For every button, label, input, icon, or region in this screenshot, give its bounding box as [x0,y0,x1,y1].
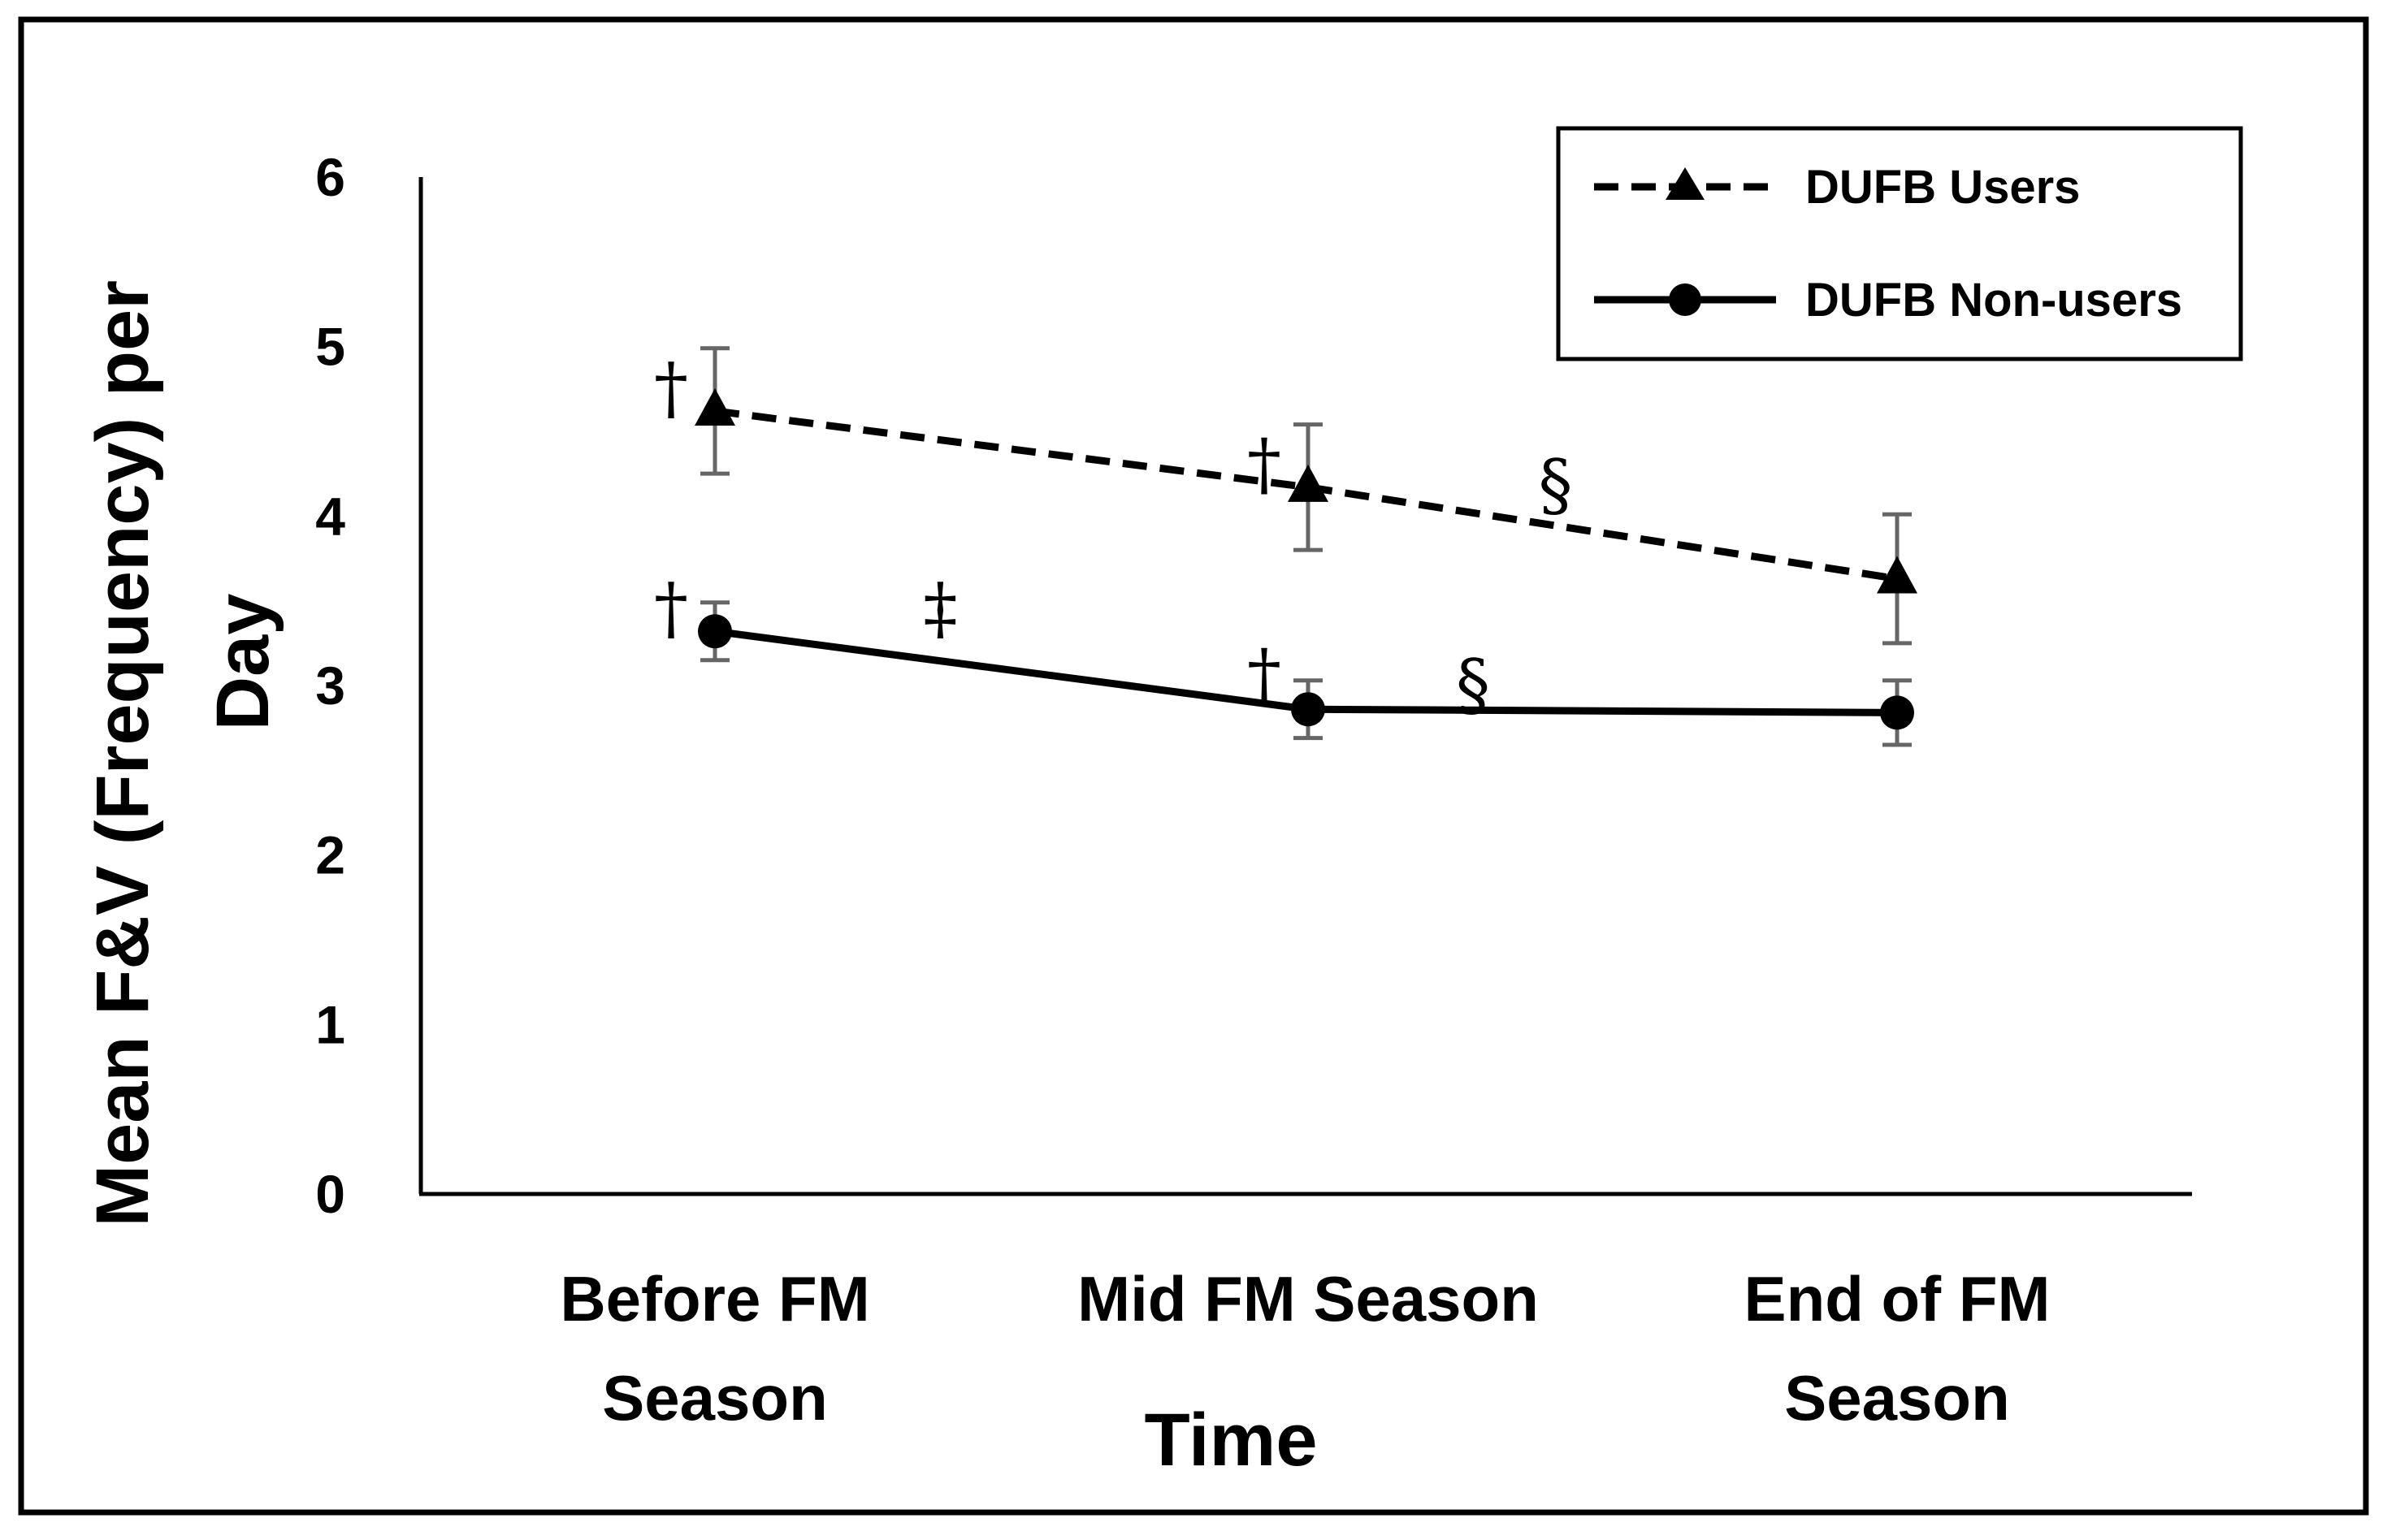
legend-users-marker [1666,167,1705,200]
legend-users-label: DUFB Users [1805,161,2080,214]
plot-area [695,346,1917,747]
legend-box [1556,126,2243,361]
x-axis-title: Time [1144,1399,1317,1482]
x-category-label: Before FM [560,1263,869,1335]
x-category-label: Season [1784,1362,2009,1434]
significance-mark: † [654,348,688,428]
significance-mark: † [654,569,688,648]
y-tick-labels: 0 1 2 3 4 5 6 [315,147,345,1224]
y-axis-title-line-1: Mean F&V (Frequency) per [81,280,164,1227]
legend: DUFB Users DUFB Non-users [1556,126,2243,361]
y-axis: 0 1 2 3 4 5 6 [315,147,423,1224]
legend-nonusers-label: DUFB Non-users [1805,274,2182,327]
y-tick-label: 3 [315,655,345,716]
y-tick-label: 1 [315,994,345,1054]
y-axis-title-line-2: Day [201,594,284,731]
x-axis: Before FM Season Mid FM Season End of FM Sea… [419,1192,2192,1434]
significance-mark: ‡ [923,569,957,648]
y-tick-label: 4 [315,486,345,546]
significance-mark: † [1247,634,1281,714]
data-point-triangle [1877,556,1917,594]
x-category-label: End of FM [1744,1263,2051,1335]
data-point-circle [1880,695,1914,730]
significance-mark: § [1539,445,1573,525]
data-point-triangle [695,387,735,426]
data-point-triangle [1288,464,1328,502]
series-dufb-non-users [698,600,1914,747]
x-category-label: Season [602,1362,827,1434]
y-tick-label: 6 [315,147,345,207]
significance-mark: † [1247,425,1281,504]
y-tick-label: 2 [315,825,345,885]
outer-frame [18,16,2369,1516]
x-category-labels: Before FM Season Mid FM Season End of FM Sea… [560,1263,2050,1434]
x-category-label: Mid FM Season [1077,1263,1539,1335]
y-tick-label: 0 [315,1164,345,1224]
series-dufb-users [695,346,1917,646]
y-axis-title: Mean F&V (Frequency) per Day [81,259,284,1226]
data-point-circle [698,614,732,649]
legend-nonusers-marker [1669,283,1701,316]
significance-mark: § [1456,645,1490,725]
y-tick-label: 5 [315,317,345,377]
significance-annotations: † † § † ‡ † § [654,348,1573,725]
data-point-circle [1291,692,1325,727]
